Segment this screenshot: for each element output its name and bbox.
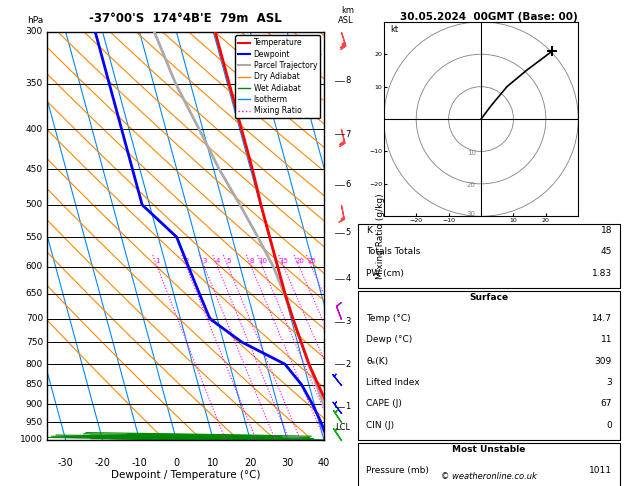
Text: 25: 25 — [308, 258, 316, 264]
Text: 700: 700 — [26, 314, 43, 323]
Text: 5: 5 — [345, 228, 351, 237]
Text: 1000: 1000 — [20, 435, 43, 444]
Text: 1.83: 1.83 — [592, 269, 612, 278]
Text: 4: 4 — [216, 258, 220, 264]
Text: 800: 800 — [26, 360, 43, 369]
Text: 8: 8 — [345, 76, 351, 86]
Text: 0: 0 — [606, 421, 612, 430]
Text: 11: 11 — [601, 335, 612, 345]
Text: Temp (°C): Temp (°C) — [366, 314, 411, 323]
Text: Mixing Ratio (g/kg): Mixing Ratio (g/kg) — [376, 193, 385, 278]
Text: 2: 2 — [345, 360, 351, 369]
Text: Surface: Surface — [469, 293, 509, 302]
Text: -37°00'S  174°4B'E  79m  ASL: -37°00'S 174°4B'E 79m ASL — [89, 13, 282, 25]
Text: km
ASL: km ASL — [338, 6, 353, 25]
Text: 20: 20 — [244, 458, 257, 468]
Text: Totals Totals: Totals Totals — [366, 247, 420, 257]
Text: 900: 900 — [26, 399, 43, 409]
Text: LCL: LCL — [335, 423, 351, 432]
Text: 1011: 1011 — [589, 466, 612, 475]
Text: 400: 400 — [26, 124, 43, 134]
Text: θₑ(K): θₑ(K) — [366, 357, 388, 366]
Text: 600: 600 — [26, 262, 43, 271]
Text: 750: 750 — [26, 338, 43, 347]
Text: 5: 5 — [226, 258, 231, 264]
Text: 30.05.2024  00GMT (Base: 00): 30.05.2024 00GMT (Base: 00) — [400, 12, 578, 22]
Text: PW (cm): PW (cm) — [366, 269, 404, 278]
Text: 40: 40 — [318, 458, 330, 468]
Text: CIN (J): CIN (J) — [366, 421, 394, 430]
Text: 20: 20 — [467, 182, 476, 188]
Legend: Temperature, Dewpoint, Parcel Trajectory, Dry Adiabat, Wet Adiabat, Isotherm, Mi: Temperature, Dewpoint, Parcel Trajectory… — [235, 35, 320, 118]
Text: K: K — [366, 226, 372, 235]
Text: 3: 3 — [345, 317, 351, 326]
Text: 850: 850 — [26, 380, 43, 389]
Text: 309: 309 — [595, 357, 612, 366]
Text: Pressure (mb): Pressure (mb) — [366, 466, 429, 475]
Text: 1: 1 — [345, 402, 351, 411]
Text: 4: 4 — [345, 274, 351, 283]
Text: 10: 10 — [467, 150, 476, 156]
Text: 18: 18 — [601, 226, 612, 235]
Text: 67: 67 — [601, 399, 612, 409]
Text: Lifted Index: Lifted Index — [366, 378, 420, 387]
Text: CAPE (J): CAPE (J) — [366, 399, 402, 409]
Text: 500: 500 — [26, 200, 43, 209]
Text: Dewp (°C): Dewp (°C) — [366, 335, 413, 345]
Text: 450: 450 — [26, 165, 43, 174]
Text: 10: 10 — [259, 258, 267, 264]
Text: hPa: hPa — [27, 17, 43, 25]
Text: 2: 2 — [184, 258, 189, 264]
Text: -10: -10 — [131, 458, 147, 468]
Text: 650: 650 — [26, 289, 43, 298]
Text: -20: -20 — [94, 458, 111, 468]
Text: 550: 550 — [26, 233, 43, 242]
Text: 30: 30 — [281, 458, 293, 468]
Text: 0: 0 — [173, 458, 179, 468]
Text: Most Unstable: Most Unstable — [452, 445, 526, 454]
Text: 10: 10 — [207, 458, 220, 468]
Text: 45: 45 — [601, 247, 612, 257]
Text: kt: kt — [391, 25, 398, 34]
Text: 3: 3 — [606, 378, 612, 387]
Text: 20: 20 — [295, 258, 304, 264]
Text: 350: 350 — [26, 79, 43, 88]
X-axis label: Dewpoint / Temperature (°C): Dewpoint / Temperature (°C) — [111, 470, 260, 481]
Text: 7: 7 — [345, 130, 351, 139]
Text: 1: 1 — [155, 258, 160, 264]
Text: 14.7: 14.7 — [592, 314, 612, 323]
Text: 8: 8 — [249, 258, 253, 264]
Text: 30: 30 — [467, 211, 476, 217]
Text: -30: -30 — [58, 458, 74, 468]
Text: 300: 300 — [26, 27, 43, 36]
Text: 6: 6 — [345, 180, 351, 189]
Text: 15: 15 — [279, 258, 288, 264]
Text: © weatheronline.co.uk: © weatheronline.co.uk — [441, 472, 537, 481]
Text: 950: 950 — [26, 418, 43, 427]
Text: 3: 3 — [203, 258, 207, 264]
